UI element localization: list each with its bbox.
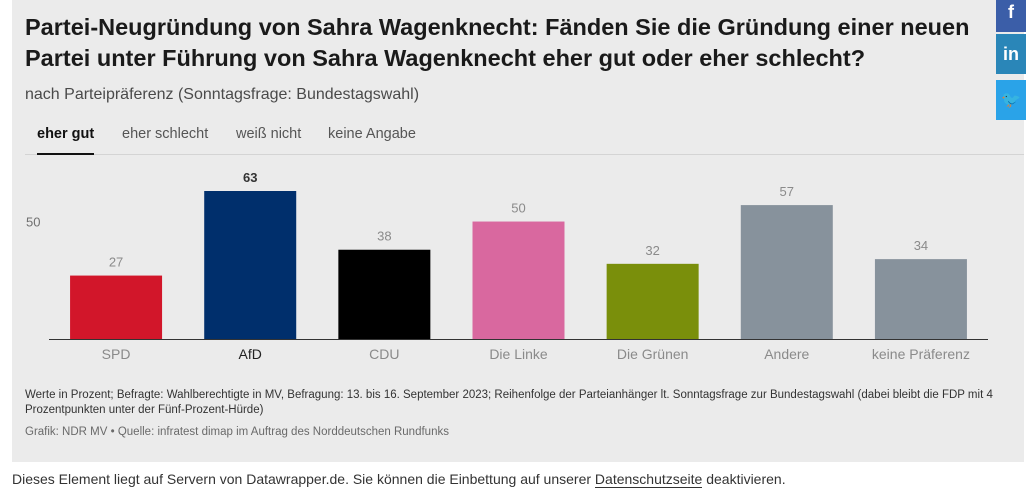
category-label: AfD (239, 346, 262, 362)
bar-die-linke[interactable] (472, 221, 565, 339)
bar-value-label: 32 (645, 243, 659, 258)
privacy-notice: Dieses Element liegt auf Servern von Dat… (12, 471, 786, 488)
bar-spd[interactable] (70, 275, 163, 339)
category-label: Andere (764, 346, 809, 362)
category-label: SPD (102, 346, 131, 362)
bar-value-label: 34 (914, 238, 928, 253)
tab-eher-schlecht[interactable]: eher schlecht (122, 126, 209, 142)
bar-value-label: 27 (109, 255, 123, 270)
bar-keine-präferenz[interactable] (874, 259, 967, 339)
bar-die-grünen[interactable] (606, 263, 699, 339)
bar-value-label: 57 (780, 184, 794, 199)
linkedin-share-button[interactable]: in (996, 34, 1026, 74)
category-label: CDU (369, 346, 399, 362)
bar-cdu[interactable] (338, 249, 431, 339)
bar-value-label: 63 (243, 170, 257, 185)
linkedin-icon: in (1003, 43, 1019, 64)
bar-afd[interactable] (204, 191, 297, 339)
reference-label: 50 (26, 215, 40, 230)
chart-credit: Grafik: NDR MV • Quelle: infratest dimap… (25, 426, 449, 438)
privacy-text-before: Dieses Element liegt auf Servern von Dat… (12, 471, 595, 487)
tab-weiss-nicht[interactable]: weiß nicht (236, 126, 302, 142)
chart-notes: Werte in Prozent; Befragte: Wahlberechti… (25, 389, 993, 416)
privacy-page-link[interactable]: Datenschutzseite (594, 471, 703, 488)
facebook-share-button[interactable]: f (996, 0, 1026, 32)
chart-subtitle: nach Parteipräferenz (Sonntagsfrage: Bun… (25, 86, 420, 103)
tab-eher-gut[interactable]: eher gut (37, 126, 95, 155)
bar-chart: 50 27 SPD 63 AfD 38 CDU 50 Die Linke 32 Die Grünen… (26, 170, 988, 362)
category-label: Die Linke (489, 346, 548, 362)
bar-value-label: 50 (511, 201, 525, 216)
twitter-icon: 🐦 (1001, 92, 1021, 109)
category-label: keine Präferenz (872, 346, 970, 362)
tab-bar: eher gut eher schlecht weiß nicht keine … (25, 126, 1024, 155)
privacy-text-after: deaktivieren. (702, 471, 786, 487)
twitter-share-button[interactable]: 🐦 (996, 80, 1026, 120)
facebook-icon: f (1008, 1, 1014, 22)
chart-title: Partei-Neugründung von Sahra Wagenknecht… (25, 14, 970, 71)
bar-andere[interactable] (740, 205, 833, 339)
category-label: Die Grünen (617, 346, 689, 362)
bar-value-label: 38 (377, 229, 391, 244)
tab-keine-angabe[interactable]: keine Angabe (328, 126, 416, 142)
